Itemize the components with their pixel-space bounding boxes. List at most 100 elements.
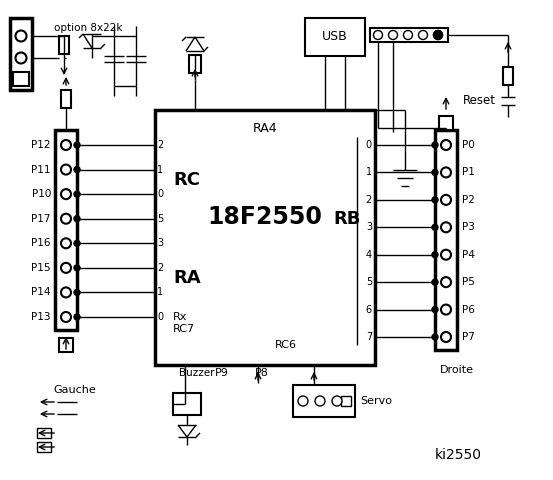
Circle shape bbox=[15, 31, 27, 41]
Bar bbox=[37, 428, 51, 438]
Text: 5: 5 bbox=[157, 214, 163, 224]
Circle shape bbox=[15, 52, 27, 63]
Bar bbox=[293, 385, 355, 417]
Text: P14: P14 bbox=[32, 288, 51, 298]
Text: 4: 4 bbox=[366, 250, 372, 260]
Circle shape bbox=[434, 31, 442, 39]
Circle shape bbox=[74, 216, 80, 222]
Bar bbox=[503, 67, 513, 85]
Text: USB: USB bbox=[322, 31, 348, 44]
Circle shape bbox=[315, 396, 325, 406]
Bar bbox=[37, 442, 51, 452]
Text: 3: 3 bbox=[366, 222, 372, 232]
Circle shape bbox=[432, 252, 438, 258]
Text: 6: 6 bbox=[366, 305, 372, 314]
Text: P9: P9 bbox=[215, 368, 229, 378]
Text: 0: 0 bbox=[366, 140, 372, 150]
Circle shape bbox=[432, 142, 438, 148]
Circle shape bbox=[74, 265, 80, 271]
Circle shape bbox=[441, 250, 451, 260]
Circle shape bbox=[432, 307, 438, 312]
Circle shape bbox=[61, 165, 71, 175]
Circle shape bbox=[74, 314, 80, 320]
Circle shape bbox=[441, 222, 451, 232]
Circle shape bbox=[61, 140, 71, 150]
Text: P17: P17 bbox=[32, 214, 51, 224]
Circle shape bbox=[61, 263, 71, 273]
Circle shape bbox=[61, 238, 71, 248]
Text: P2: P2 bbox=[462, 195, 475, 205]
Text: P11: P11 bbox=[32, 165, 51, 175]
Circle shape bbox=[74, 191, 80, 197]
Circle shape bbox=[404, 31, 413, 39]
Text: Droite: Droite bbox=[440, 365, 474, 375]
Bar bbox=[189, 55, 201, 73]
Text: P13: P13 bbox=[32, 312, 51, 322]
Circle shape bbox=[441, 332, 451, 342]
Text: option 8x22k: option 8x22k bbox=[54, 23, 123, 33]
Circle shape bbox=[432, 224, 438, 230]
Bar bbox=[10, 18, 32, 90]
Circle shape bbox=[61, 214, 71, 224]
Text: P7: P7 bbox=[462, 332, 475, 342]
Text: P3: P3 bbox=[462, 222, 475, 232]
Circle shape bbox=[74, 240, 80, 246]
Text: 1: 1 bbox=[157, 165, 163, 175]
Text: RA4: RA4 bbox=[253, 121, 277, 134]
Text: RB: RB bbox=[333, 210, 361, 228]
Text: 2: 2 bbox=[157, 263, 163, 273]
Circle shape bbox=[441, 277, 451, 287]
Text: Rx: Rx bbox=[173, 312, 187, 322]
Text: P6: P6 bbox=[462, 305, 475, 314]
Text: RC: RC bbox=[173, 170, 200, 189]
Text: 1: 1 bbox=[157, 288, 163, 298]
Circle shape bbox=[432, 279, 438, 285]
Circle shape bbox=[441, 140, 451, 150]
Circle shape bbox=[332, 396, 342, 406]
Bar bbox=[341, 396, 351, 406]
Bar bbox=[61, 90, 71, 108]
Circle shape bbox=[441, 168, 451, 178]
Circle shape bbox=[74, 142, 80, 148]
Text: RC7: RC7 bbox=[173, 324, 195, 334]
Text: RA: RA bbox=[173, 269, 201, 287]
Text: P10: P10 bbox=[32, 189, 51, 199]
Circle shape bbox=[432, 197, 438, 203]
Text: P15: P15 bbox=[32, 263, 51, 273]
Text: P12: P12 bbox=[32, 140, 51, 150]
Text: P5: P5 bbox=[462, 277, 475, 287]
Text: 18F2550: 18F2550 bbox=[207, 205, 322, 229]
Bar bbox=[435, 130, 457, 350]
Circle shape bbox=[432, 334, 438, 340]
Circle shape bbox=[61, 189, 71, 199]
Text: Gauche: Gauche bbox=[53, 385, 96, 395]
Text: 0: 0 bbox=[157, 189, 163, 199]
Bar bbox=[439, 116, 453, 130]
Circle shape bbox=[61, 312, 71, 322]
Text: 2: 2 bbox=[366, 195, 372, 205]
Text: 0: 0 bbox=[157, 312, 163, 322]
Bar bbox=[59, 36, 69, 54]
Circle shape bbox=[389, 31, 398, 39]
Circle shape bbox=[419, 31, 427, 39]
Circle shape bbox=[61, 288, 71, 298]
Bar bbox=[13, 72, 29, 86]
Bar bbox=[55, 130, 77, 330]
Text: 5: 5 bbox=[366, 277, 372, 287]
Text: 7: 7 bbox=[366, 332, 372, 342]
Bar bbox=[305, 18, 365, 56]
Text: RC6: RC6 bbox=[275, 340, 297, 350]
Circle shape bbox=[441, 195, 451, 205]
Bar bbox=[173, 393, 201, 415]
Text: ki2550: ki2550 bbox=[435, 448, 482, 462]
Text: Buzzer: Buzzer bbox=[179, 368, 215, 378]
Text: Reset: Reset bbox=[463, 95, 496, 108]
Circle shape bbox=[298, 396, 308, 406]
Circle shape bbox=[74, 289, 80, 295]
Bar bbox=[370, 28, 448, 42]
Bar bbox=[155, 110, 375, 365]
Circle shape bbox=[441, 305, 451, 314]
Circle shape bbox=[373, 31, 383, 39]
Text: P0: P0 bbox=[462, 140, 474, 150]
Circle shape bbox=[434, 31, 442, 39]
